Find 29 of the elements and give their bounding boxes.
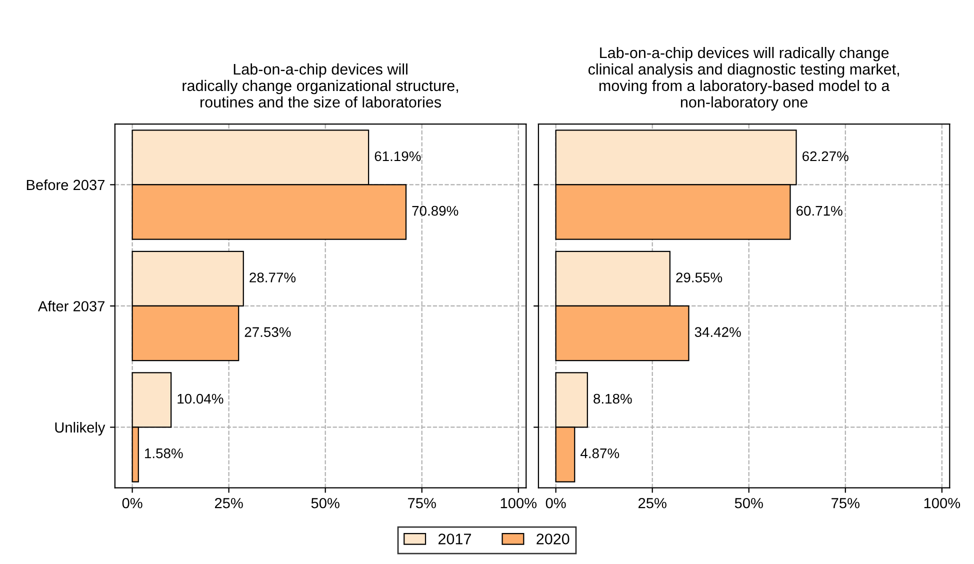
x-tick-label: 100% [500,498,537,508]
x-tick-label: 0% [122,498,142,508]
y-tick-label: After 2037 [38,300,104,312]
x-tick-label: 25% [214,498,243,508]
y-tick-label: Unlikely [55,422,106,436]
legend-label: 2020 [536,534,570,544]
legend-label: 2017 [438,534,471,544]
data-label: 1.58% [145,448,183,458]
x-tick-label: 25% [638,498,666,508]
x-tick-label: 50% [311,498,340,508]
data-label: 4.87% [580,448,620,458]
data-label: 34.42% [694,327,741,337]
x-tick-label: 75% [408,498,436,508]
data-label: 10.04% [178,394,224,404]
x-tick-label: 0% [546,498,566,508]
chart-title: Lab-on-a-chip devices will radically change organizational structure, routines and the size of laboratories [182,63,458,108]
y-tick-label: Before 2037 [26,179,104,190]
data-label: 28.77% [250,272,296,282]
data-label: 62.27% [802,151,848,162]
x-tick-label: 75% [832,498,860,508]
data-label: 60.71% [796,206,842,216]
x-tick-label: 50% [734,498,763,508]
data-label: 29.55% [676,272,722,282]
data-label: 70.89% [412,206,458,216]
data-label: 8.18% [594,394,632,404]
data-label: 61.19% [374,151,421,162]
data-label: 27.53% [244,327,291,337]
chart-title: Lab-on-a-chip devices will radically change clinical analysis and diagnostic testing market, moving from a laboratory-based model to a non-laboratory one [588,46,899,111]
x-tick-label: 100% [924,498,960,508]
